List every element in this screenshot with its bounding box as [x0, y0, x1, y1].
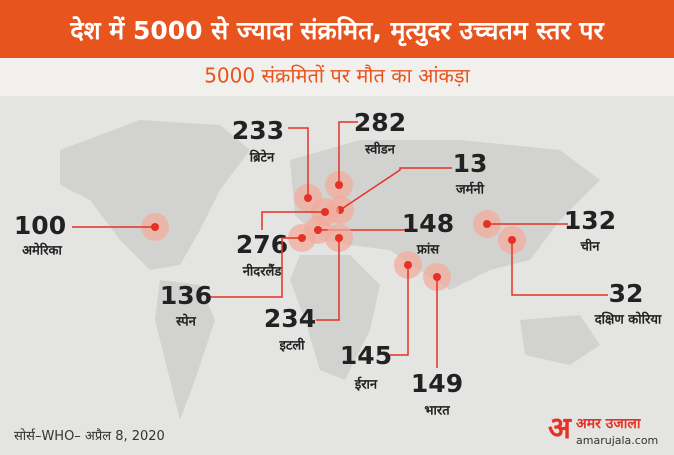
leader-line [390, 265, 409, 356]
markers: 233 ब्रिटेन 282 स्वीडन 13 जर्मनी 276 नीदरलैंड 14… [14, 108, 662, 419]
value: 100 [14, 211, 66, 240]
marker [298, 234, 306, 242]
value: 145 [340, 341, 392, 370]
header-band [0, 0, 674, 58]
country-name: भारत [424, 404, 450, 419]
country-name: दक्षिण कोरिया [594, 312, 662, 328]
value: 32 [609, 279, 644, 308]
value: 148 [402, 209, 454, 238]
logo-name: अमर उजाला [576, 416, 642, 432]
value: 233 [232, 116, 284, 145]
country-name: अमेरिका [22, 243, 62, 259]
country-name: नीदरलैंड [242, 264, 283, 280]
leader-line [288, 127, 309, 198]
title: देश में 5000 से ज्यादा संक्रमित, मृत्युद… [69, 16, 605, 47]
value: 136 [160, 281, 212, 310]
value: 13 [453, 149, 488, 178]
source: सोर्स–WHO– अप्रैल 8, 2020 [14, 428, 165, 444]
country-name: ब्रिटेन [249, 150, 275, 166]
country-name: इटली [278, 338, 305, 354]
logo-site: amarujala.com [576, 434, 658, 447]
country-name: फ्रांस [416, 242, 440, 258]
leader-line [339, 167, 452, 211]
marker [433, 273, 441, 281]
value: 234 [264, 304, 316, 333]
country-name: जर्मनी [455, 182, 485, 198]
logo-mark: अ [548, 411, 572, 446]
marker [335, 181, 343, 189]
value: 149 [411, 369, 463, 398]
marker [314, 226, 322, 234]
world-map [60, 120, 600, 420]
marker [151, 223, 159, 231]
marker [335, 234, 343, 242]
leader-line [261, 211, 325, 230]
country-name: चीन [580, 239, 601, 255]
value: 132 [564, 206, 616, 235]
marker [304, 194, 312, 202]
marker [483, 220, 491, 228]
leader-line [338, 121, 358, 185]
country-name: स्पेन [175, 314, 196, 330]
country-name: ईरान [354, 377, 378, 393]
subtitle: 5000 संक्रमितों पर मौत का आंकड़ा [204, 64, 470, 88]
marker [508, 236, 516, 244]
leader-line [210, 237, 302, 298]
value: 276 [236, 230, 288, 259]
leader-line [511, 240, 608, 296]
subtitle-band [0, 58, 674, 96]
marker [404, 261, 412, 269]
country-name: स्वीडन [364, 142, 396, 158]
leader-line [316, 238, 340, 321]
marker [321, 208, 329, 216]
value: 282 [354, 108, 406, 137]
